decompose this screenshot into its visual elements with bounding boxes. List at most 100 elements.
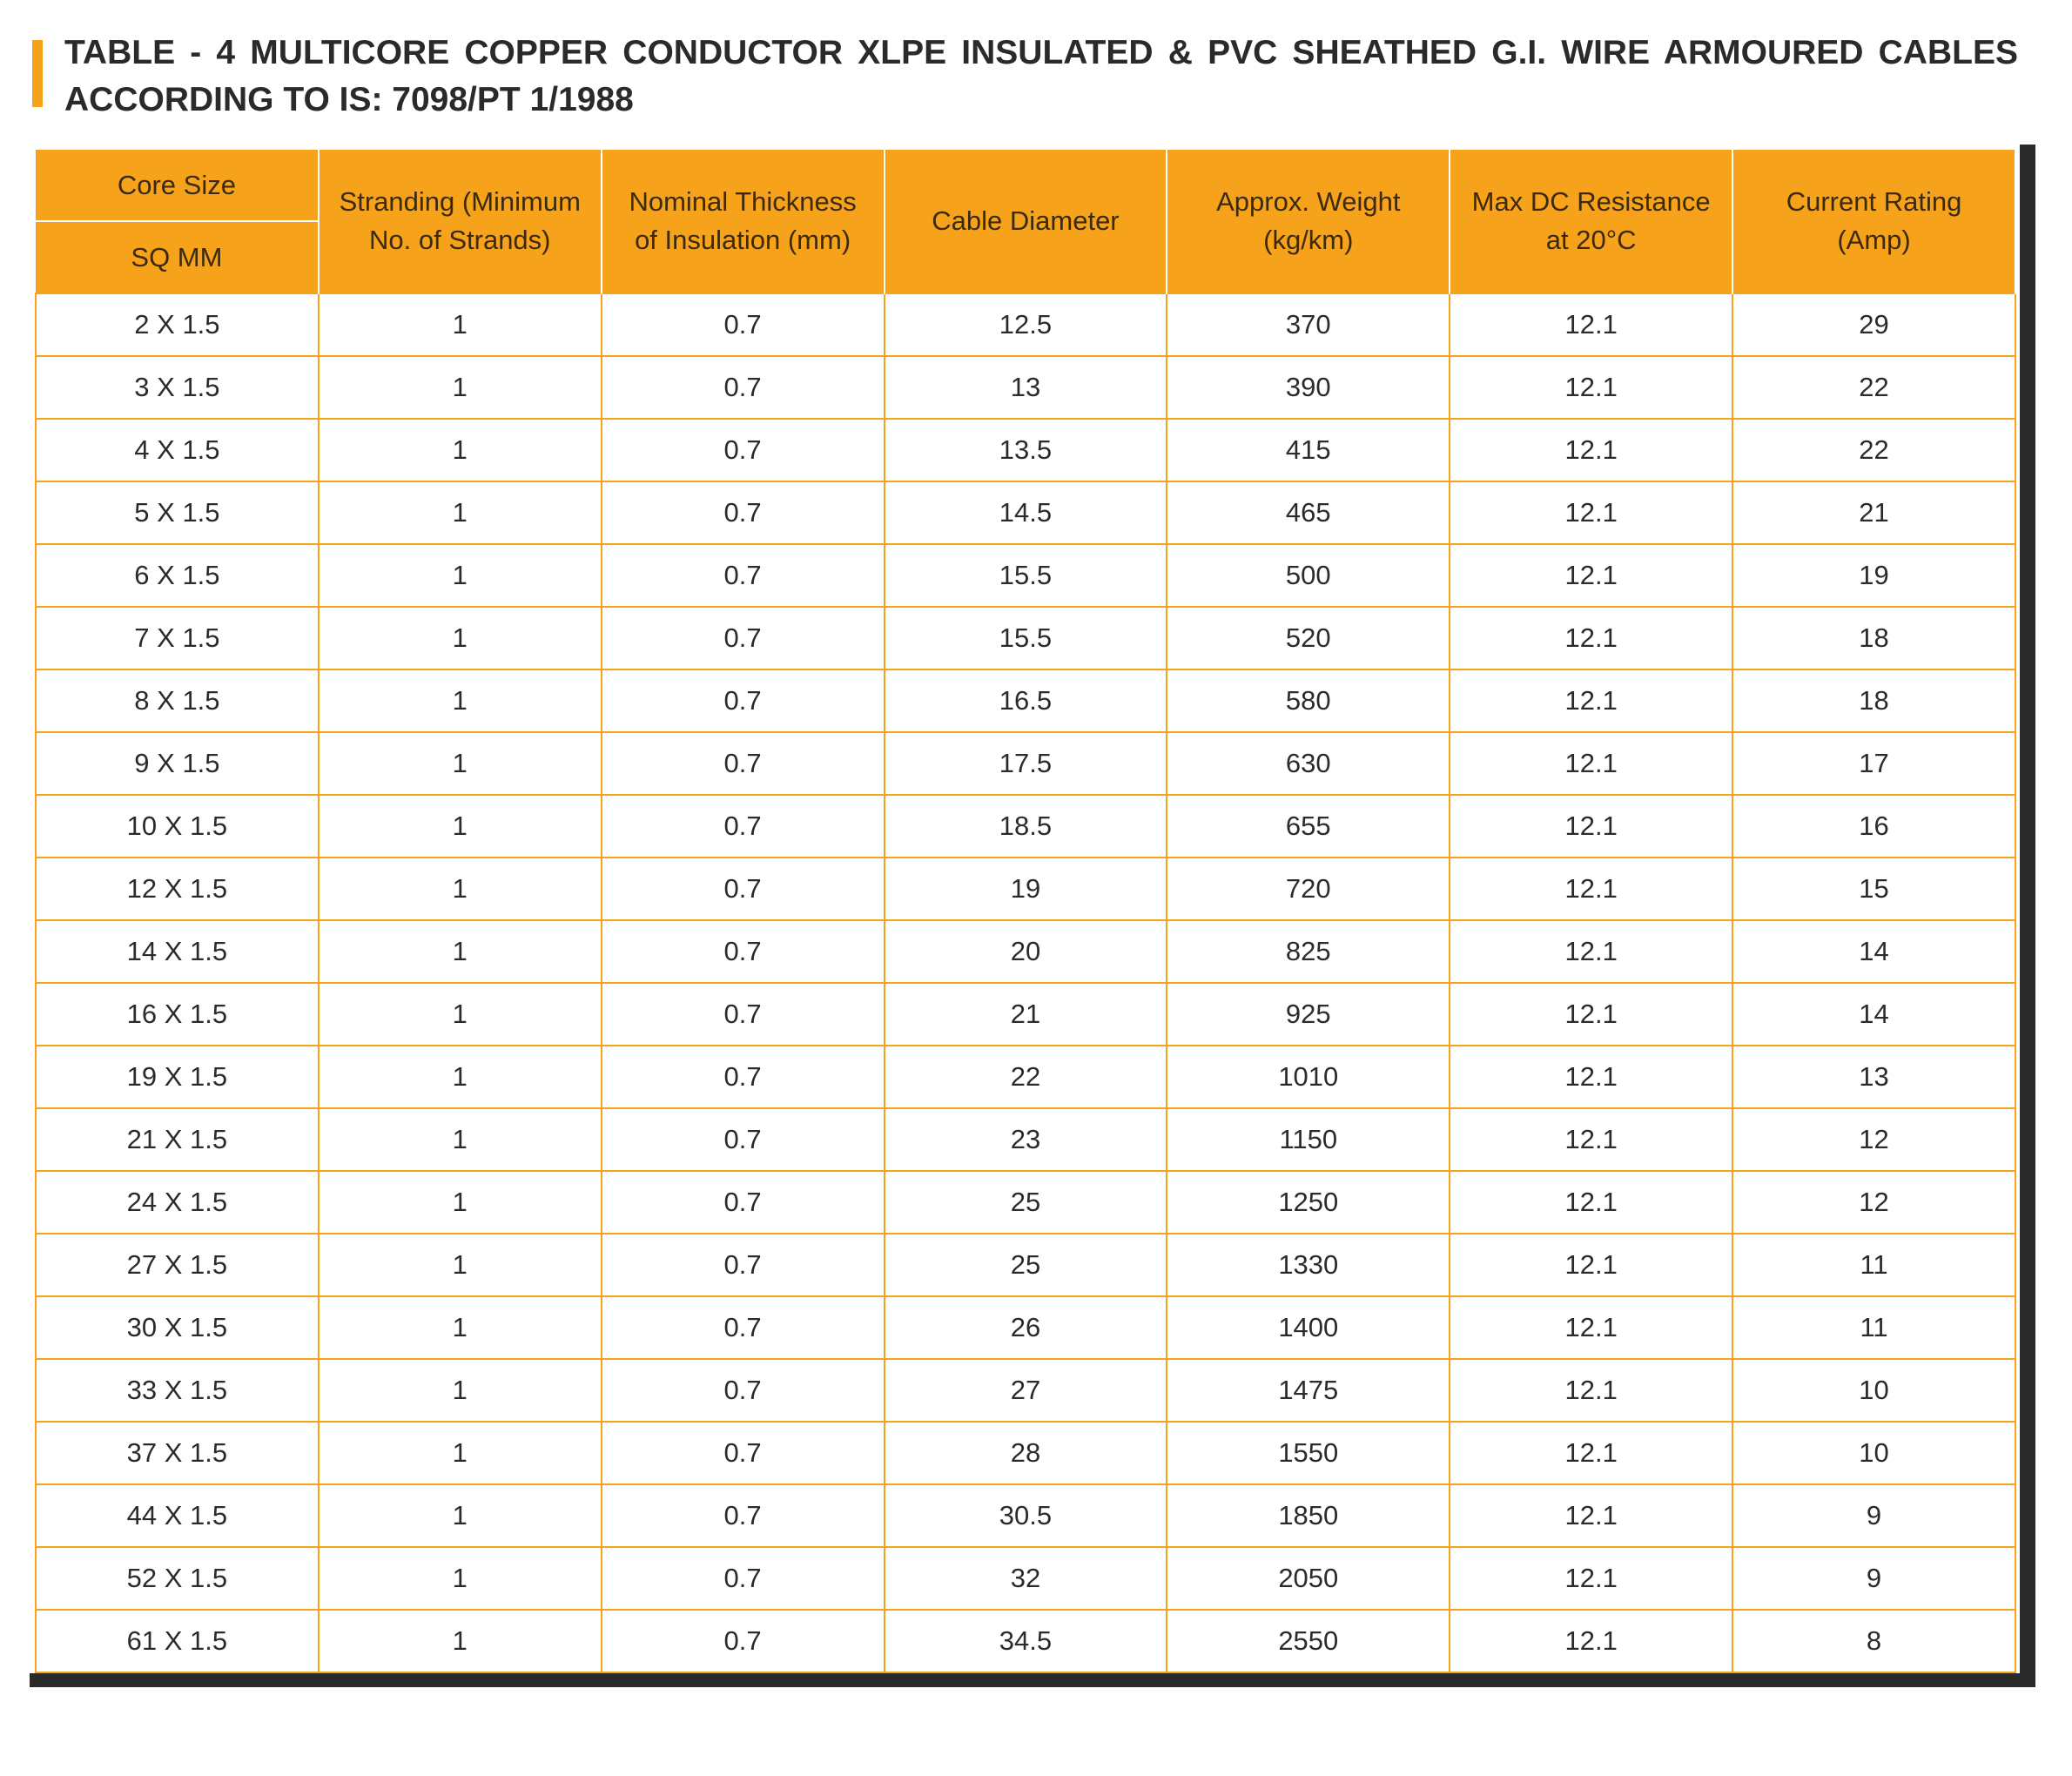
table-cell: 14 [1732, 982, 2016, 1046]
table-cell: 12.1 [1449, 543, 1734, 608]
table-cell: 21 [883, 982, 1168, 1046]
table-cell: 28 [883, 1421, 1168, 1485]
table-row: 30 X 1.5 1 0.7 26 1400 12.1 11 [35, 1295, 2016, 1360]
table-body: 2 X 1.5 1 0.7 12.5 370 12.1 29 3 X 1.5 1 0.7 13 390… [35, 293, 2016, 1673]
table-cell: 1250 [1166, 1170, 1451, 1234]
table-cell: 1 [317, 1483, 602, 1548]
table-cell: 15.5 [883, 543, 1168, 608]
table-cell: 1 [317, 1045, 602, 1109]
table-cell: 12.1 [1449, 919, 1734, 984]
table-row: 5 X 1.5 1 0.7 14.5 465 12.1 21 [35, 481, 2016, 545]
table-cell: 9 [1732, 1546, 2016, 1611]
table-row: 7 X 1.5 1 0.7 15.5 520 12.1 18 [35, 606, 2016, 670]
table-cell: 11 [1732, 1295, 2016, 1360]
table-row: 10 X 1.5 1 0.7 18.5 655 12.1 16 [35, 794, 2016, 858]
table-cell: 720 [1166, 857, 1451, 921]
table-cell: 0.7 [600, 669, 885, 733]
table-cell: 0.7 [600, 919, 885, 984]
table-cell: 0.7 [600, 355, 885, 420]
table-cell: 2050 [1166, 1546, 1451, 1611]
header-line: at 20°C [1545, 225, 1637, 255]
table-cell: 1 [317, 1609, 602, 1673]
table-cell: 19 [883, 857, 1168, 921]
header-line: (kg/km) [1263, 225, 1354, 255]
table-cell: 0.7 [600, 1483, 885, 1548]
table-cell: 25 [883, 1170, 1168, 1234]
table-row: 6 X 1.5 1 0.7 15.5 500 12.1 19 [35, 543, 2016, 608]
table-cell: 825 [1166, 919, 1451, 984]
table-cell: 22 [1732, 418, 2016, 482]
header-line: Nominal Thickness [629, 186, 857, 217]
table-cell: 22 [1732, 355, 2016, 420]
table-row: 33 X 1.5 1 0.7 27 1475 12.1 10 [35, 1358, 2016, 1423]
table-cell: 4 X 1.5 [35, 418, 320, 482]
table-cell: 12.1 [1449, 1483, 1734, 1548]
table-cell: 1 [317, 481, 602, 545]
header-cell: SQ MM [36, 220, 320, 293]
header-cell: Cable Diameter [883, 150, 1168, 293]
table-row: 12 X 1.5 1 0.7 19 720 12.1 15 [35, 857, 2016, 921]
table-cell: 1 [317, 1421, 602, 1485]
table-row: 24 X 1.5 1 0.7 25 1250 12.1 12 [35, 1170, 2016, 1234]
table-cell: 18 [1732, 606, 2016, 670]
table-cell: 1 [317, 293, 602, 357]
table-cell: 1 [317, 606, 602, 670]
header-cell: Core Size [36, 150, 320, 221]
table-cell: 24 X 1.5 [35, 1170, 320, 1234]
table-row: 37 X 1.5 1 0.7 28 1550 12.1 10 [35, 1421, 2016, 1485]
table-cell: 17 [1732, 731, 2016, 796]
table-cell: 12.1 [1449, 606, 1734, 670]
table-cell: 3 X 1.5 [35, 355, 320, 420]
table-cell: 7 X 1.5 [35, 606, 320, 670]
table-cell: 34.5 [883, 1609, 1168, 1673]
table-cell: 12 [1732, 1107, 2016, 1172]
table-cell: 29 [1732, 293, 2016, 357]
header-line: (Amp) [1837, 225, 1911, 255]
table-cell: 13 [1732, 1045, 2016, 1109]
table-cell: 10 [1732, 1421, 2016, 1485]
table-cell: 14.5 [883, 481, 1168, 545]
table-cell: 1850 [1166, 1483, 1451, 1548]
table-cell: 16.5 [883, 669, 1168, 733]
table-cell: 0.7 [600, 1107, 885, 1172]
table-cell: 27 [883, 1358, 1168, 1423]
table-cell: 465 [1166, 481, 1451, 545]
table-cell: 1 [317, 669, 602, 733]
table-cell: 8 X 1.5 [35, 669, 320, 733]
table-cell: 0.7 [600, 1358, 885, 1423]
table-cell: 12.1 [1449, 794, 1734, 858]
table-cell: 21 X 1.5 [35, 1107, 320, 1172]
table-cell: 14 X 1.5 [35, 919, 320, 984]
table-cell: 19 [1732, 543, 2016, 608]
table-cell: 12.1 [1449, 1609, 1734, 1673]
table-cell: 18.5 [883, 794, 1168, 858]
table-cell: 415 [1166, 418, 1451, 482]
table-cell: 12.1 [1449, 1358, 1734, 1423]
header-line: Max DC Resistance [1471, 186, 1711, 217]
table-cell: 0.7 [600, 982, 885, 1046]
table-cell: 15 [1732, 857, 2016, 921]
table-cell: 23 [883, 1107, 1168, 1172]
table-cell: 1330 [1166, 1233, 1451, 1297]
table-cell: 0.7 [600, 1233, 885, 1297]
table-cell: 0.7 [600, 857, 885, 921]
table-cell: 12.1 [1449, 355, 1734, 420]
table-cell: 2 X 1.5 [35, 293, 320, 357]
table-row: 9 X 1.5 1 0.7 17.5 630 12.1 17 [35, 731, 2016, 796]
table-cell: 12.1 [1449, 1233, 1734, 1297]
header-line: Stranding (Minimum [339, 186, 581, 217]
table-cell: 0.7 [600, 418, 885, 482]
table-cell: 12.1 [1449, 418, 1734, 482]
table-cell: 1 [317, 1233, 602, 1297]
table-row: 8 X 1.5 1 0.7 16.5 580 12.1 18 [35, 669, 2016, 733]
table-cell: 630 [1166, 731, 1451, 796]
header-cell: Stranding (Minimum No. of Strands) [317, 150, 602, 293]
table-cell: 12.1 [1449, 1170, 1734, 1234]
table-cell: 12.1 [1449, 1045, 1734, 1109]
table-cell: 1 [317, 355, 602, 420]
table-cell: 1400 [1166, 1295, 1451, 1360]
table-cell: 0.7 [600, 293, 885, 357]
table-cell: 9 [1732, 1483, 2016, 1548]
table-cell: 12.1 [1449, 293, 1734, 357]
